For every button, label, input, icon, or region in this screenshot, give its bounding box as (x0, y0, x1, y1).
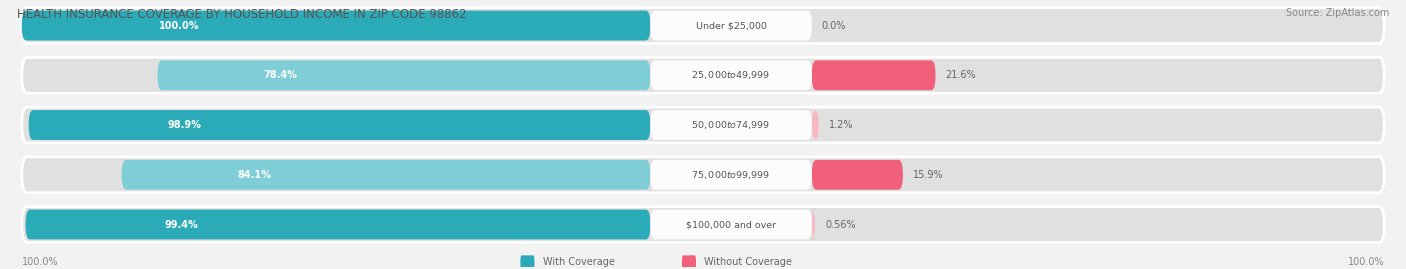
FancyBboxPatch shape (811, 160, 903, 190)
FancyBboxPatch shape (520, 255, 534, 269)
FancyBboxPatch shape (122, 160, 651, 190)
Text: $75,000 to $99,999: $75,000 to $99,999 (692, 169, 770, 181)
FancyBboxPatch shape (28, 110, 651, 140)
FancyBboxPatch shape (21, 157, 1385, 193)
Text: 15.9%: 15.9% (912, 170, 943, 180)
Text: 0.0%: 0.0% (821, 20, 846, 31)
FancyBboxPatch shape (651, 160, 811, 190)
Text: 21.6%: 21.6% (945, 70, 976, 80)
FancyBboxPatch shape (651, 60, 811, 90)
FancyBboxPatch shape (21, 57, 1385, 93)
Text: 99.4%: 99.4% (165, 220, 198, 229)
Text: Under $25,000: Under $25,000 (696, 21, 766, 30)
Text: With Coverage: With Coverage (543, 257, 614, 267)
Text: 100.0%: 100.0% (21, 257, 59, 267)
FancyBboxPatch shape (157, 60, 651, 90)
Text: 100.0%: 100.0% (159, 20, 200, 31)
FancyBboxPatch shape (21, 8, 1385, 44)
FancyBboxPatch shape (811, 60, 935, 90)
FancyBboxPatch shape (682, 255, 696, 269)
Text: 1.2%: 1.2% (828, 120, 853, 130)
FancyBboxPatch shape (25, 210, 651, 239)
Text: $100,000 and over: $100,000 and over (686, 220, 776, 229)
Text: $50,000 to $74,999: $50,000 to $74,999 (692, 119, 770, 131)
Text: $25,000 to $49,999: $25,000 to $49,999 (692, 69, 770, 81)
FancyBboxPatch shape (21, 11, 651, 40)
FancyBboxPatch shape (651, 11, 811, 40)
Text: 0.56%: 0.56% (825, 220, 855, 229)
FancyBboxPatch shape (651, 210, 811, 239)
FancyBboxPatch shape (811, 110, 818, 140)
Text: 98.9%: 98.9% (167, 120, 201, 130)
Text: Source: ZipAtlas.com: Source: ZipAtlas.com (1285, 8, 1389, 18)
Text: 84.1%: 84.1% (238, 170, 271, 180)
Text: HEALTH INSURANCE COVERAGE BY HOUSEHOLD INCOME IN ZIP CODE 98862: HEALTH INSURANCE COVERAGE BY HOUSEHOLD I… (17, 8, 467, 21)
Text: Without Coverage: Without Coverage (704, 257, 792, 267)
FancyBboxPatch shape (811, 210, 815, 239)
FancyBboxPatch shape (21, 107, 1385, 143)
Text: 100.0%: 100.0% (1347, 257, 1385, 267)
Text: 78.4%: 78.4% (264, 70, 298, 80)
FancyBboxPatch shape (21, 207, 1385, 242)
FancyBboxPatch shape (651, 110, 811, 140)
